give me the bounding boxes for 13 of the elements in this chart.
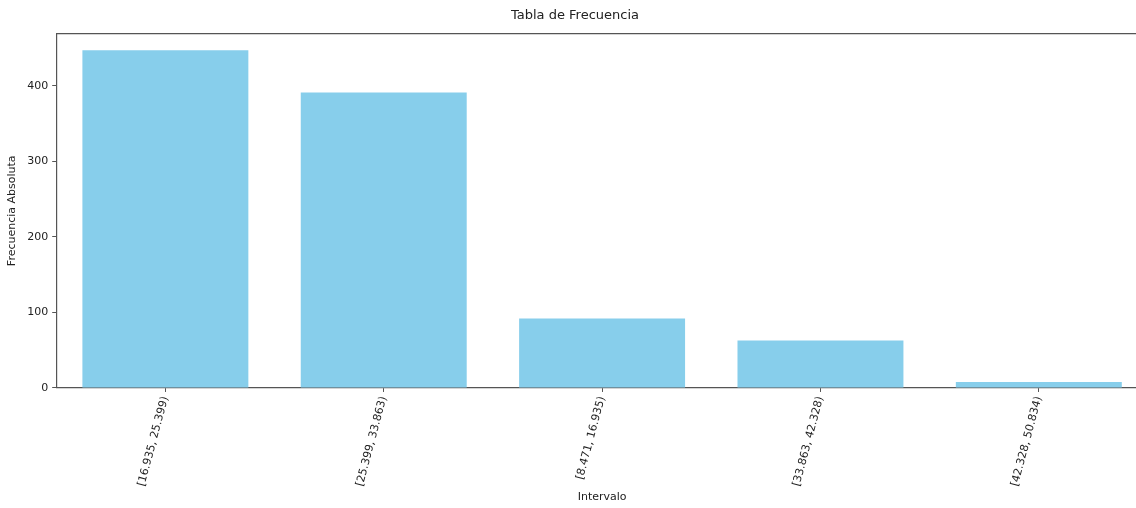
- bar: [519, 318, 686, 388]
- y-tick-label: 400: [27, 78, 49, 92]
- bar: [82, 50, 249, 388]
- y-tick-label: 100: [27, 305, 49, 319]
- y-tick-label: 0: [41, 380, 49, 394]
- y-tick-label: 300: [27, 154, 49, 168]
- x-axis-title: Intervalo: [577, 490, 627, 504]
- y-axis-title: Frecuencia Absoluta: [5, 155, 19, 267]
- y-tick-label: 200: [27, 229, 49, 243]
- chart-title: Tabla de Frecuencia: [509, 7, 640, 23]
- bar: [737, 340, 904, 388]
- bar: [955, 381, 1122, 388]
- bar: [300, 92, 467, 388]
